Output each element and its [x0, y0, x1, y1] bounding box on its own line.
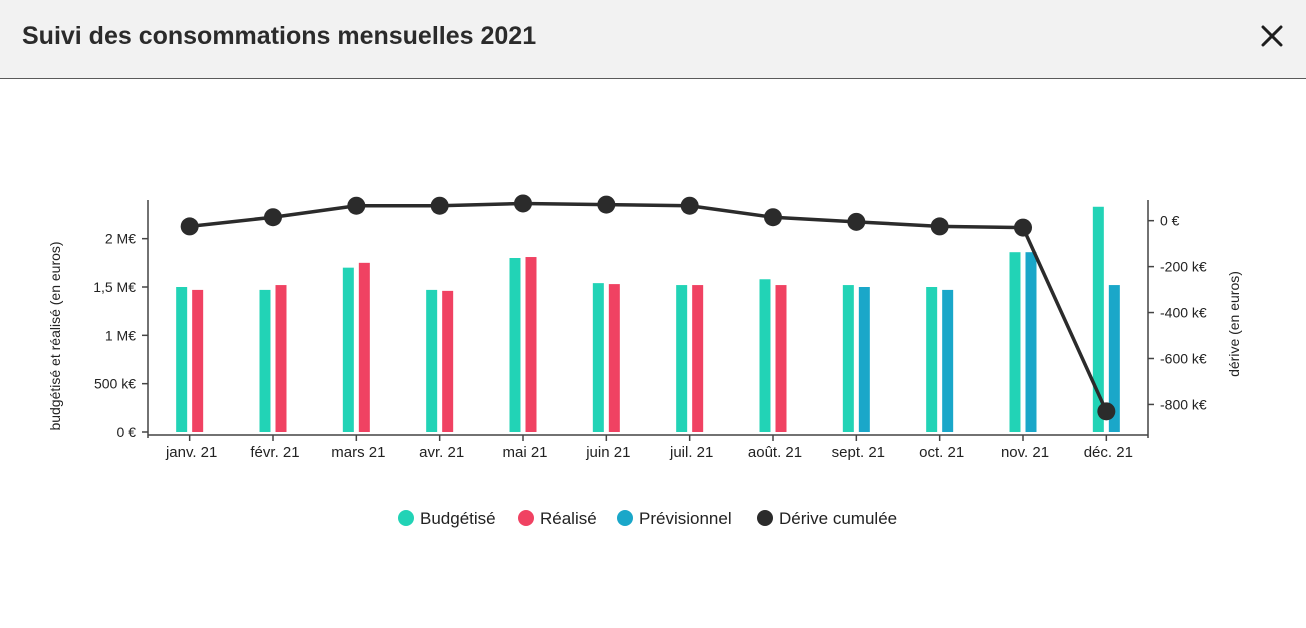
right-axis-title: dérive (en euros): [1226, 271, 1242, 377]
bar-realise: [192, 289, 204, 432]
derive-point: [430, 196, 449, 215]
close-button[interactable]: [1254, 18, 1290, 54]
legend-label: Dérive cumulée: [779, 509, 897, 528]
legend-label: Réalisé: [540, 509, 597, 528]
bar-realise: [275, 285, 287, 432]
bar-previsionnel: [942, 289, 954, 432]
right-axis-tick-label: 0 €: [1160, 213, 1180, 229]
left-axis-tick-label: 1 M€: [105, 327, 136, 343]
derive-point: [264, 208, 282, 227]
right-axis-tick-label: -800 k€: [1160, 396, 1207, 412]
derive-point: [680, 196, 699, 215]
x-axis-tick-label: avr. 21: [419, 444, 464, 461]
legend-label: Prévisionnel: [639, 509, 732, 528]
left-axis-title: budgétisé et réalisé (en euros): [47, 241, 63, 430]
right-axis-tick-label: -400 k€: [1160, 305, 1207, 321]
legend-marker: [398, 510, 414, 526]
bar-realise: [525, 257, 537, 432]
x-axis-tick-label: mars 21: [331, 444, 385, 461]
derive-point: [764, 208, 782, 227]
x-axis-tick-label: févr. 21: [250, 444, 299, 461]
legend-marker: [617, 510, 633, 526]
left-axis-tick-label: 2 M€: [105, 231, 136, 247]
bar-realise: [692, 285, 704, 432]
bar-budgetise: [759, 279, 771, 432]
bar-budgetise: [176, 287, 188, 432]
bar-realise: [608, 284, 620, 432]
derive-point: [597, 195, 616, 214]
derive-point: [847, 212, 866, 231]
bar-budgetise: [259, 289, 271, 432]
x-axis-tick-label: juin 21: [585, 444, 630, 461]
bar-budgetise: [676, 285, 688, 432]
x-axis-tick-label: août. 21: [748, 444, 802, 461]
left-axis-tick-label: 1,5 M€: [93, 279, 136, 295]
x-axis-tick-label: janv. 21: [165, 444, 217, 461]
bar-previsionnel: [1025, 252, 1037, 432]
legend-label: Budgétisé: [420, 509, 496, 528]
x-axis-tick-label: sept. 21: [832, 444, 885, 461]
derive-point: [930, 217, 949, 236]
bar-budgetise: [592, 283, 604, 432]
bar-realise: [442, 290, 454, 432]
bar-budgetise: [426, 289, 438, 432]
left-axis-tick-label: 500 k€: [94, 376, 136, 392]
close-icon: [1261, 25, 1283, 47]
derive-point: [347, 196, 366, 215]
derive-point: [514, 194, 532, 213]
bar-budgetise: [509, 258, 521, 432]
bar-budgetise: [926, 287, 938, 432]
x-axis-tick-label: nov. 21: [1001, 444, 1049, 461]
right-axis-tick-label: -600 k€: [1160, 350, 1207, 366]
left-axis-tick-label: 0 €: [117, 424, 137, 440]
bar-realise: [775, 285, 787, 432]
dialog-header: Suivi des consommations mensuelles 2021: [0, 0, 1306, 79]
derive-point: [1014, 218, 1032, 237]
bar-previsionnel: [1108, 285, 1120, 432]
right-axis-tick-label: -200 k€: [1160, 259, 1207, 275]
legend-marker: [518, 510, 534, 526]
x-axis-tick-label: oct. 21: [919, 444, 964, 461]
bar-budgetise: [1092, 206, 1104, 432]
dialog-title: Suivi des consommations mensuelles 2021: [22, 22, 537, 50]
bar-budgetise: [842, 285, 854, 432]
consumption-chart: 0 € 500 k€ 1 M€ 1,5 M€ 2 M€ 0 € -200 k€ -400 k€…: [47, 194, 1242, 528]
derive-line: [189, 201, 1108, 413]
x-axis-tick-label: déc. 21: [1084, 444, 1133, 461]
derive-point: [1097, 402, 1116, 421]
x-axis-tick-label: mai 21: [502, 444, 547, 461]
x-axis-tick-label: juil. 21: [669, 444, 713, 461]
bar-previsionnel: [858, 287, 870, 432]
bar-budgetise: [342, 267, 354, 432]
bar-budgetise: [1009, 252, 1021, 432]
bar-realise: [358, 262, 370, 432]
legend-marker: [757, 510, 773, 526]
derive-point: [180, 217, 199, 236]
